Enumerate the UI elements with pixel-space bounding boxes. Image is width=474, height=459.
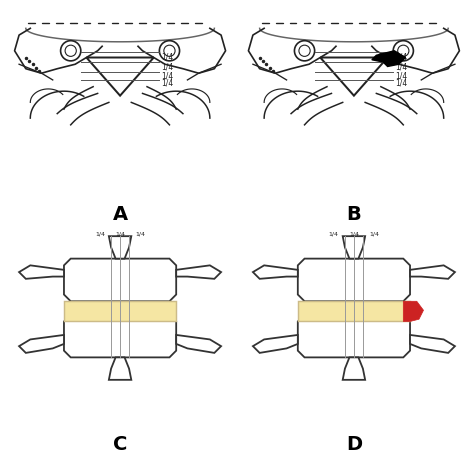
Text: B: B [346,205,361,224]
Polygon shape [410,265,455,279]
Text: 1/4: 1/4 [95,231,105,236]
Polygon shape [298,258,410,301]
Text: 1/4: 1/4 [369,231,379,236]
Polygon shape [19,265,64,279]
Text: 1/4: 1/4 [115,231,125,236]
Polygon shape [109,358,131,380]
Polygon shape [253,335,298,353]
Polygon shape [298,315,410,358]
Polygon shape [176,335,221,353]
Polygon shape [298,301,410,321]
Polygon shape [176,265,221,279]
Polygon shape [403,301,423,321]
Polygon shape [343,358,365,380]
Polygon shape [64,315,176,358]
Polygon shape [109,236,131,258]
Polygon shape [372,51,406,67]
Text: C: C [113,436,128,454]
Polygon shape [64,301,176,321]
Text: 1/4: 1/4 [135,231,146,236]
Text: 1/4: 1/4 [395,63,408,72]
Polygon shape [320,57,388,95]
Text: 1/4: 1/4 [328,231,339,236]
Text: 1/4: 1/4 [395,52,408,62]
Polygon shape [343,236,365,258]
Polygon shape [19,335,64,353]
Text: A: A [112,205,128,224]
Text: 1/4: 1/4 [162,72,174,81]
Text: 1/4: 1/4 [395,72,408,81]
Polygon shape [86,57,154,95]
Polygon shape [253,265,298,279]
Polygon shape [64,258,176,301]
Text: 1/4: 1/4 [395,78,408,87]
Text: 1/4: 1/4 [162,78,174,87]
Text: D: D [346,436,362,454]
Text: 1/4: 1/4 [162,63,174,72]
Text: 1/4: 1/4 [162,52,174,62]
Polygon shape [410,335,455,353]
Text: 1/4: 1/4 [349,231,359,236]
